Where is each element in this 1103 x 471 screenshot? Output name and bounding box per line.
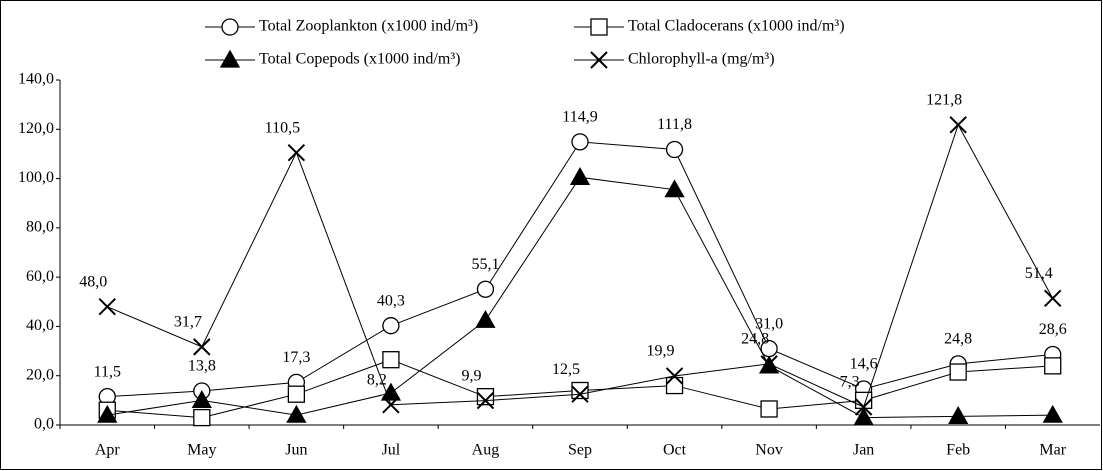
marker xyxy=(590,51,608,69)
marker xyxy=(286,404,307,423)
x-tick-label: Aug xyxy=(472,442,500,459)
data-label: 48,0 xyxy=(79,273,107,290)
y-tick-label: 80,0 xyxy=(26,219,54,236)
marker xyxy=(476,391,495,410)
data-label: 55,1 xyxy=(471,256,499,273)
x-tick-label: Jan xyxy=(853,442,874,459)
marker xyxy=(476,280,495,298)
marker xyxy=(854,398,873,416)
marker xyxy=(853,407,874,426)
x-tick-label: Jul xyxy=(382,442,401,459)
data-label: 14,6 xyxy=(850,356,878,373)
data-label: 28,6 xyxy=(1039,321,1067,338)
x-tick-label: Jun xyxy=(285,442,307,459)
data-label: 8,2 xyxy=(367,371,387,388)
marker xyxy=(287,143,306,162)
data-label: 13,8 xyxy=(188,358,216,375)
x-tick-label: Oct xyxy=(663,442,687,459)
legend-label: Chlorophyll-a (mg/m³) xyxy=(628,51,775,68)
data-label: 31,0 xyxy=(755,315,783,332)
data-label: 31,7 xyxy=(174,314,202,331)
data-label: 114,9 xyxy=(562,109,597,126)
marker xyxy=(949,363,967,381)
marker xyxy=(664,179,685,198)
marker xyxy=(571,385,589,403)
data-label: 40,3 xyxy=(377,292,405,309)
data-label: 24,8 xyxy=(944,331,972,348)
marker xyxy=(191,390,212,409)
marker xyxy=(760,400,778,418)
marker xyxy=(949,116,967,134)
data-label: 17,3 xyxy=(282,349,310,366)
y-tick-label: 120,0 xyxy=(18,120,54,137)
y-tick-label: 20,0 xyxy=(26,366,54,383)
data-label: 9,9 xyxy=(461,367,481,384)
legend-label: Total Cladocerans (x1000 ind/m³) xyxy=(628,18,845,35)
x-tick-label: Apr xyxy=(95,442,121,459)
marker xyxy=(1044,357,1062,375)
y-tick-label: 40,0 xyxy=(26,317,54,334)
x-tick-label: Sep xyxy=(568,442,592,459)
marker xyxy=(221,18,239,36)
data-label: 24,8 xyxy=(741,331,769,348)
marker xyxy=(193,338,211,356)
marker xyxy=(476,388,495,406)
marker xyxy=(665,140,684,159)
marker xyxy=(1042,404,1063,423)
marker xyxy=(571,133,589,151)
marker xyxy=(665,376,684,395)
marker xyxy=(569,167,591,185)
marker xyxy=(571,381,589,400)
x-tick-label: Mar xyxy=(1039,442,1066,459)
y-tick-label: 140,0 xyxy=(18,71,54,88)
marker xyxy=(98,298,116,316)
data-label: 12,5 xyxy=(552,361,580,378)
data-label: 110,5 xyxy=(265,119,300,136)
y-tick-label: 0,0 xyxy=(34,416,54,433)
marker xyxy=(382,317,400,335)
legend-label: Total Zooplankton (x1000 ind/m³) xyxy=(259,18,478,35)
marker xyxy=(665,367,684,385)
x-tick-label: May xyxy=(187,442,216,459)
marker xyxy=(948,406,969,425)
data-label: 111,8 xyxy=(657,116,692,133)
marker xyxy=(475,309,496,328)
marker xyxy=(382,351,400,369)
marker xyxy=(193,408,211,427)
marker xyxy=(590,18,608,36)
marker xyxy=(97,404,118,423)
marker xyxy=(287,385,306,403)
data-label: 51,4 xyxy=(1025,265,1053,282)
x-tick-label: Feb xyxy=(946,442,970,459)
data-label: 19,9 xyxy=(647,343,675,360)
y-tick-label: 100,0 xyxy=(18,169,54,186)
legend-label: Total Copepods (x1000 ind/m³) xyxy=(259,51,460,68)
marker xyxy=(219,49,241,68)
marker xyxy=(1044,289,1062,308)
marker xyxy=(382,396,400,414)
data-label: 11,5 xyxy=(94,363,121,380)
x-tick-label: Nov xyxy=(755,442,783,459)
data-label: 7,3 xyxy=(840,374,860,391)
y-tick-label: 60,0 xyxy=(26,268,54,285)
marker xyxy=(760,355,778,373)
data-label: 121,8 xyxy=(926,92,962,109)
